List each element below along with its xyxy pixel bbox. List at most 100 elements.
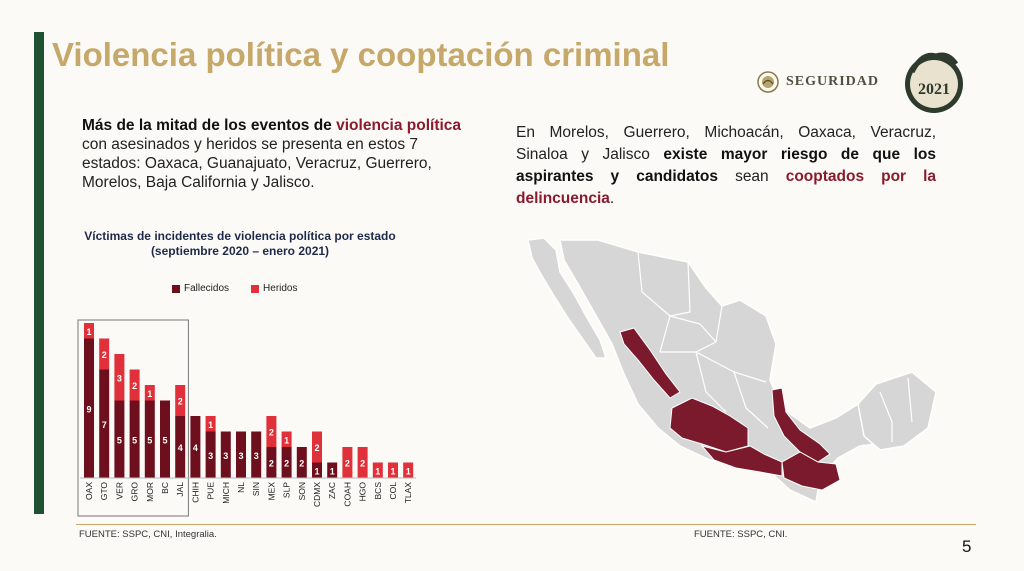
mexico-2021-logo-icon: 2021 xyxy=(905,52,963,113)
tick-label-gro: GRO xyxy=(130,482,140,502)
label-heridos-col: 1 xyxy=(390,466,395,476)
legend-label-heridos: Heridos xyxy=(263,283,298,294)
left-text-rest: con asesinados y heridos se presenta en … xyxy=(82,136,432,191)
logo-year: 2021 xyxy=(918,81,950,98)
footer-divider xyxy=(76,524,976,525)
label-heridos-coah: 2 xyxy=(345,459,350,469)
tick-label-slp: SLP xyxy=(282,482,292,498)
label-heridos-mex: 2 xyxy=(269,428,274,438)
label-heridos-pue: 1 xyxy=(208,420,213,430)
legend-swatch-fallecidos xyxy=(172,284,180,293)
seguridad-logo: SEGURIDAD xyxy=(756,70,879,94)
label-fallecidos-mex: 2 xyxy=(269,459,274,469)
label-fallecidos-mich: 3 xyxy=(223,451,228,461)
bar-heridos-jal xyxy=(175,385,186,416)
bar-heridos-tlax xyxy=(403,462,414,478)
page-number: 5 xyxy=(962,537,972,556)
bar-fallecidos-oax xyxy=(84,338,94,478)
bar-fallecidos-mich xyxy=(220,431,231,478)
bar-heridos-coah xyxy=(342,447,353,478)
map-highlight-oaxaca xyxy=(781,451,841,491)
map-highlight-veracruz xyxy=(771,387,831,463)
map-yucatan xyxy=(857,371,937,451)
map-baja-california xyxy=(527,237,608,359)
label-fallecidos-ver: 5 xyxy=(117,435,122,445)
source-right: FUENTE: SSPC, CNI. xyxy=(694,529,788,540)
label-heridos-mor: 1 xyxy=(147,389,152,399)
tick-label-mich: MICH xyxy=(221,482,231,504)
label-fallecidos-slp: 2 xyxy=(284,459,289,469)
label-fallecidos-sin: 3 xyxy=(254,451,259,461)
tick-label-nl: NL xyxy=(236,482,246,493)
bar-heridos-hgo xyxy=(357,447,368,478)
bar-heridos-gro xyxy=(129,369,140,401)
tick-label-sin: SIN xyxy=(251,482,261,496)
legend-item-heridos: Heridos xyxy=(251,283,298,294)
label-fallecidos-jal: 4 xyxy=(178,443,183,453)
bar-chart: 9 1 OAX 7 2 GTO 5 3 VER 5 2 GRO 5 1 MOR 5 BC 4 2 JAL 4 CHIH 3 1… xyxy=(77,319,416,517)
bar-fallecidos-chih xyxy=(190,416,201,478)
tick-label-oax: OAX xyxy=(84,482,94,500)
label-heridos-tlax: 1 xyxy=(406,466,411,476)
tick-label-bcs: BCS xyxy=(373,482,383,500)
label-fallecidos-nl: 3 xyxy=(238,451,243,461)
label-fallecidos-pue: 3 xyxy=(208,451,213,461)
bar-fallecidos-sin xyxy=(251,431,262,478)
bar-fallecidos-cdmx xyxy=(312,462,322,478)
tick-label-hgo: HGO xyxy=(358,482,368,502)
left-text-bold: Más de la mitad de los eventos de xyxy=(82,117,332,134)
mexico-map xyxy=(527,237,937,504)
label-heridos-cdmx: 2 xyxy=(314,443,319,453)
seguridad-logo-text: SEGURIDAD xyxy=(786,74,880,89)
label-heridos-oax: 1 xyxy=(86,327,91,337)
bar-heridos-pue xyxy=(205,416,216,432)
tick-label-ver: VER xyxy=(114,482,124,499)
bar-fallecidos-pue xyxy=(205,431,216,478)
chart-legend: Fallecidos Heridos xyxy=(172,283,298,294)
label-heridos-gro: 2 xyxy=(132,381,137,391)
tick-label-pue: PUE xyxy=(206,482,216,500)
label-fallecidos-gto: 7 xyxy=(102,420,107,430)
tick-label-coah: COAH xyxy=(342,482,352,507)
source-left: FUENTE: SSPC, CNI, Integralia. xyxy=(79,529,217,540)
bar-fallecidos-mex xyxy=(266,447,277,478)
label-heridos-jal: 2 xyxy=(178,397,183,407)
label-fallecidos-chih: 4 xyxy=(193,443,198,453)
left-text-highlight: violencia política xyxy=(336,117,462,134)
tick-label-col: COL xyxy=(388,482,398,500)
bar-fallecidos-jal xyxy=(175,416,186,478)
tick-label-chih: CHIH xyxy=(190,482,200,503)
tick-label-mor: MOR xyxy=(145,482,155,502)
right-paragraph: En Morelos, Guerrero, Michoacán, Oaxaca,… xyxy=(516,122,936,210)
bar-heridos-gto xyxy=(99,338,110,370)
legend-label-fallecidos: Fallecidos xyxy=(184,283,230,294)
legend-item-fallecidos: Fallecidos xyxy=(172,283,229,294)
label-fallecidos-bc: 5 xyxy=(162,435,167,445)
bar-heridos-mor xyxy=(144,385,155,401)
bar-heridos-slp xyxy=(281,431,292,447)
label-fallecidos-oax: 9 xyxy=(86,404,91,414)
label-fallecidos-son: 2 xyxy=(299,459,304,469)
right-text-plain-2: sean xyxy=(735,168,769,185)
bar-fallecidos-mor xyxy=(144,400,155,478)
bar-fallecidos-slp xyxy=(281,447,292,478)
tick-label-tlax: TLAX xyxy=(403,482,413,504)
label-fallecidos-gro: 5 xyxy=(132,435,137,445)
label-fallecidos-zac: 1 xyxy=(330,466,335,476)
bar-heridos-ver xyxy=(114,354,125,401)
accent-bar xyxy=(34,32,44,514)
right-text-bold: existe mayor riesgo de que los aspirante… xyxy=(516,146,936,185)
bar-fallecidos-gro xyxy=(129,400,140,478)
label-heridos-hgo: 2 xyxy=(360,459,365,469)
tick-label-jal: JAL xyxy=(175,482,185,497)
chart-title: Víctimas de incidentes de violencia polí… xyxy=(84,229,396,258)
right-text-highlight: cooptados por la delincuencia xyxy=(516,168,937,207)
tick-label-mex: MEX xyxy=(266,482,276,501)
tick-label-cdmx: CDMX xyxy=(312,482,322,507)
label-heridos-ver: 3 xyxy=(117,373,122,383)
tick-label-gto: GTO xyxy=(99,482,109,501)
label-fallecidos-mor: 5 xyxy=(147,435,152,445)
map-highlight-sinaloa xyxy=(619,327,681,399)
map-highlight-guerrero-morelos xyxy=(700,445,783,477)
